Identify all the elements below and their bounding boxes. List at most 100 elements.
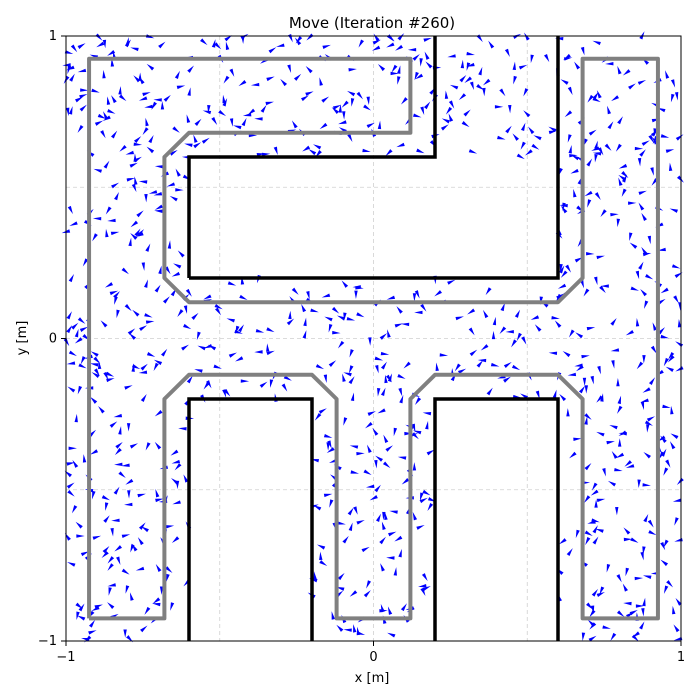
- particle-arrow: [155, 498, 164, 503]
- particle-arrow: [343, 372, 352, 377]
- particle-arrow: [670, 433, 679, 439]
- particle-arrow: [126, 177, 136, 182]
- particle-arrow: [416, 148, 425, 154]
- particle-arrow: [666, 580, 674, 588]
- particle-arrow: [530, 54, 534, 64]
- particle-arrow: [331, 611, 336, 620]
- particle-arrow: [488, 40, 495, 49]
- particle-arrow: [66, 65, 75, 71]
- particle-arrow: [477, 358, 487, 363]
- particle-arrow: [353, 506, 358, 515]
- particle-arrow: [353, 624, 357, 633]
- particle-arrow: [421, 573, 428, 582]
- particle-arrow: [511, 339, 517, 348]
- particle-arrow: [349, 445, 359, 449]
- particle-arrow: [105, 371, 115, 377]
- particle-arrow: [110, 130, 118, 139]
- particle-arrow: [617, 116, 623, 125]
- particle-arrow: [167, 240, 172, 249]
- particle-arrow: [606, 563, 611, 573]
- particle-arrow: [646, 424, 650, 433]
- particle-arrow: [338, 120, 347, 125]
- particle-arrow: [670, 93, 675, 103]
- particle-arrow: [596, 255, 605, 260]
- particle-arrow: [109, 290, 119, 296]
- particle-arrow: [127, 490, 131, 499]
- particle-arrow: [321, 293, 331, 298]
- particle-arrow: [177, 309, 184, 317]
- particle-arrow: [308, 148, 317, 156]
- particle-arrow: [363, 104, 372, 111]
- particle-arrow: [372, 427, 379, 436]
- particle-arrow: [155, 488, 160, 498]
- particle-arrow: [288, 310, 292, 320]
- particle-arrow: [610, 212, 619, 217]
- particle-arrow: [469, 81, 474, 91]
- particle-arrow: [226, 318, 235, 323]
- particle-arrow: [92, 535, 102, 540]
- particle-arrow: [80, 88, 89, 92]
- particle-arrow: [367, 444, 372, 453]
- particle-arrow: [423, 101, 431, 110]
- particle-arrow: [440, 124, 449, 131]
- particle-arrow: [121, 568, 130, 575]
- particle-arrow: [173, 263, 182, 269]
- particle-arrow: [642, 597, 646, 607]
- particle-arrow: [250, 82, 260, 87]
- particle-arrow: [145, 442, 151, 451]
- particle-arrow: [319, 551, 323, 561]
- particle-arrow: [639, 149, 646, 157]
- particle-arrow: [623, 527, 631, 535]
- particle-arrow: [293, 73, 302, 81]
- particle-arrow: [321, 96, 330, 103]
- particle-arrow: [524, 32, 530, 41]
- particle-arrow: [618, 432, 627, 436]
- particle-arrow: [617, 438, 622, 447]
- particle-arrow: [238, 80, 247, 87]
- particle-arrow: [313, 144, 322, 150]
- particle-arrow: [642, 575, 652, 579]
- particle-arrow: [137, 493, 146, 498]
- particle-arrow: [107, 602, 115, 609]
- particle-arrow: [660, 559, 669, 567]
- particle-arrow: [449, 84, 459, 90]
- particle-arrow: [559, 393, 567, 402]
- particle-arrow: [676, 477, 684, 485]
- particle-arrow: [107, 583, 116, 587]
- particle-arrow: [650, 167, 654, 176]
- particle-arrow: [161, 348, 168, 357]
- y-tick-label: 0: [49, 332, 57, 347]
- particle-arrow: [291, 287, 299, 295]
- particle-arrow: [476, 84, 485, 91]
- particle-arrow: [466, 62, 471, 71]
- particle-arrow: [568, 329, 575, 338]
- particle-arrow: [629, 242, 638, 249]
- particle-arrow: [268, 47, 277, 54]
- particle-arrow: [511, 364, 521, 371]
- particle-arrow: [611, 95, 620, 102]
- particle-arrow: [70, 44, 78, 53]
- particle-arrow: [103, 515, 110, 523]
- particle-arrow: [667, 355, 675, 363]
- particle-arrow: [567, 134, 572, 143]
- particle-arrow: [640, 401, 645, 410]
- particle-arrow: [459, 75, 467, 83]
- particle-arrow: [348, 68, 357, 72]
- particle-arrow: [336, 624, 344, 632]
- particle-arrow: [113, 486, 120, 495]
- particle-arrow: [106, 96, 111, 105]
- particle-arrow: [331, 306, 340, 314]
- particle-arrow: [154, 410, 163, 417]
- particle-arrow: [457, 368, 467, 374]
- particle-arrow: [322, 44, 331, 49]
- particle-arrow: [675, 598, 682, 606]
- y-axis-label: y [m]: [15, 321, 30, 356]
- particle-arrow: [93, 356, 101, 364]
- particle-arrow: [154, 209, 163, 213]
- particle-arrow: [400, 322, 410, 327]
- x-tick-label: −1: [56, 650, 75, 665]
- wall: [187, 397, 314, 641]
- particle-arrow: [319, 560, 328, 566]
- particle-arrow: [675, 366, 684, 372]
- particle-arrow: [347, 90, 356, 97]
